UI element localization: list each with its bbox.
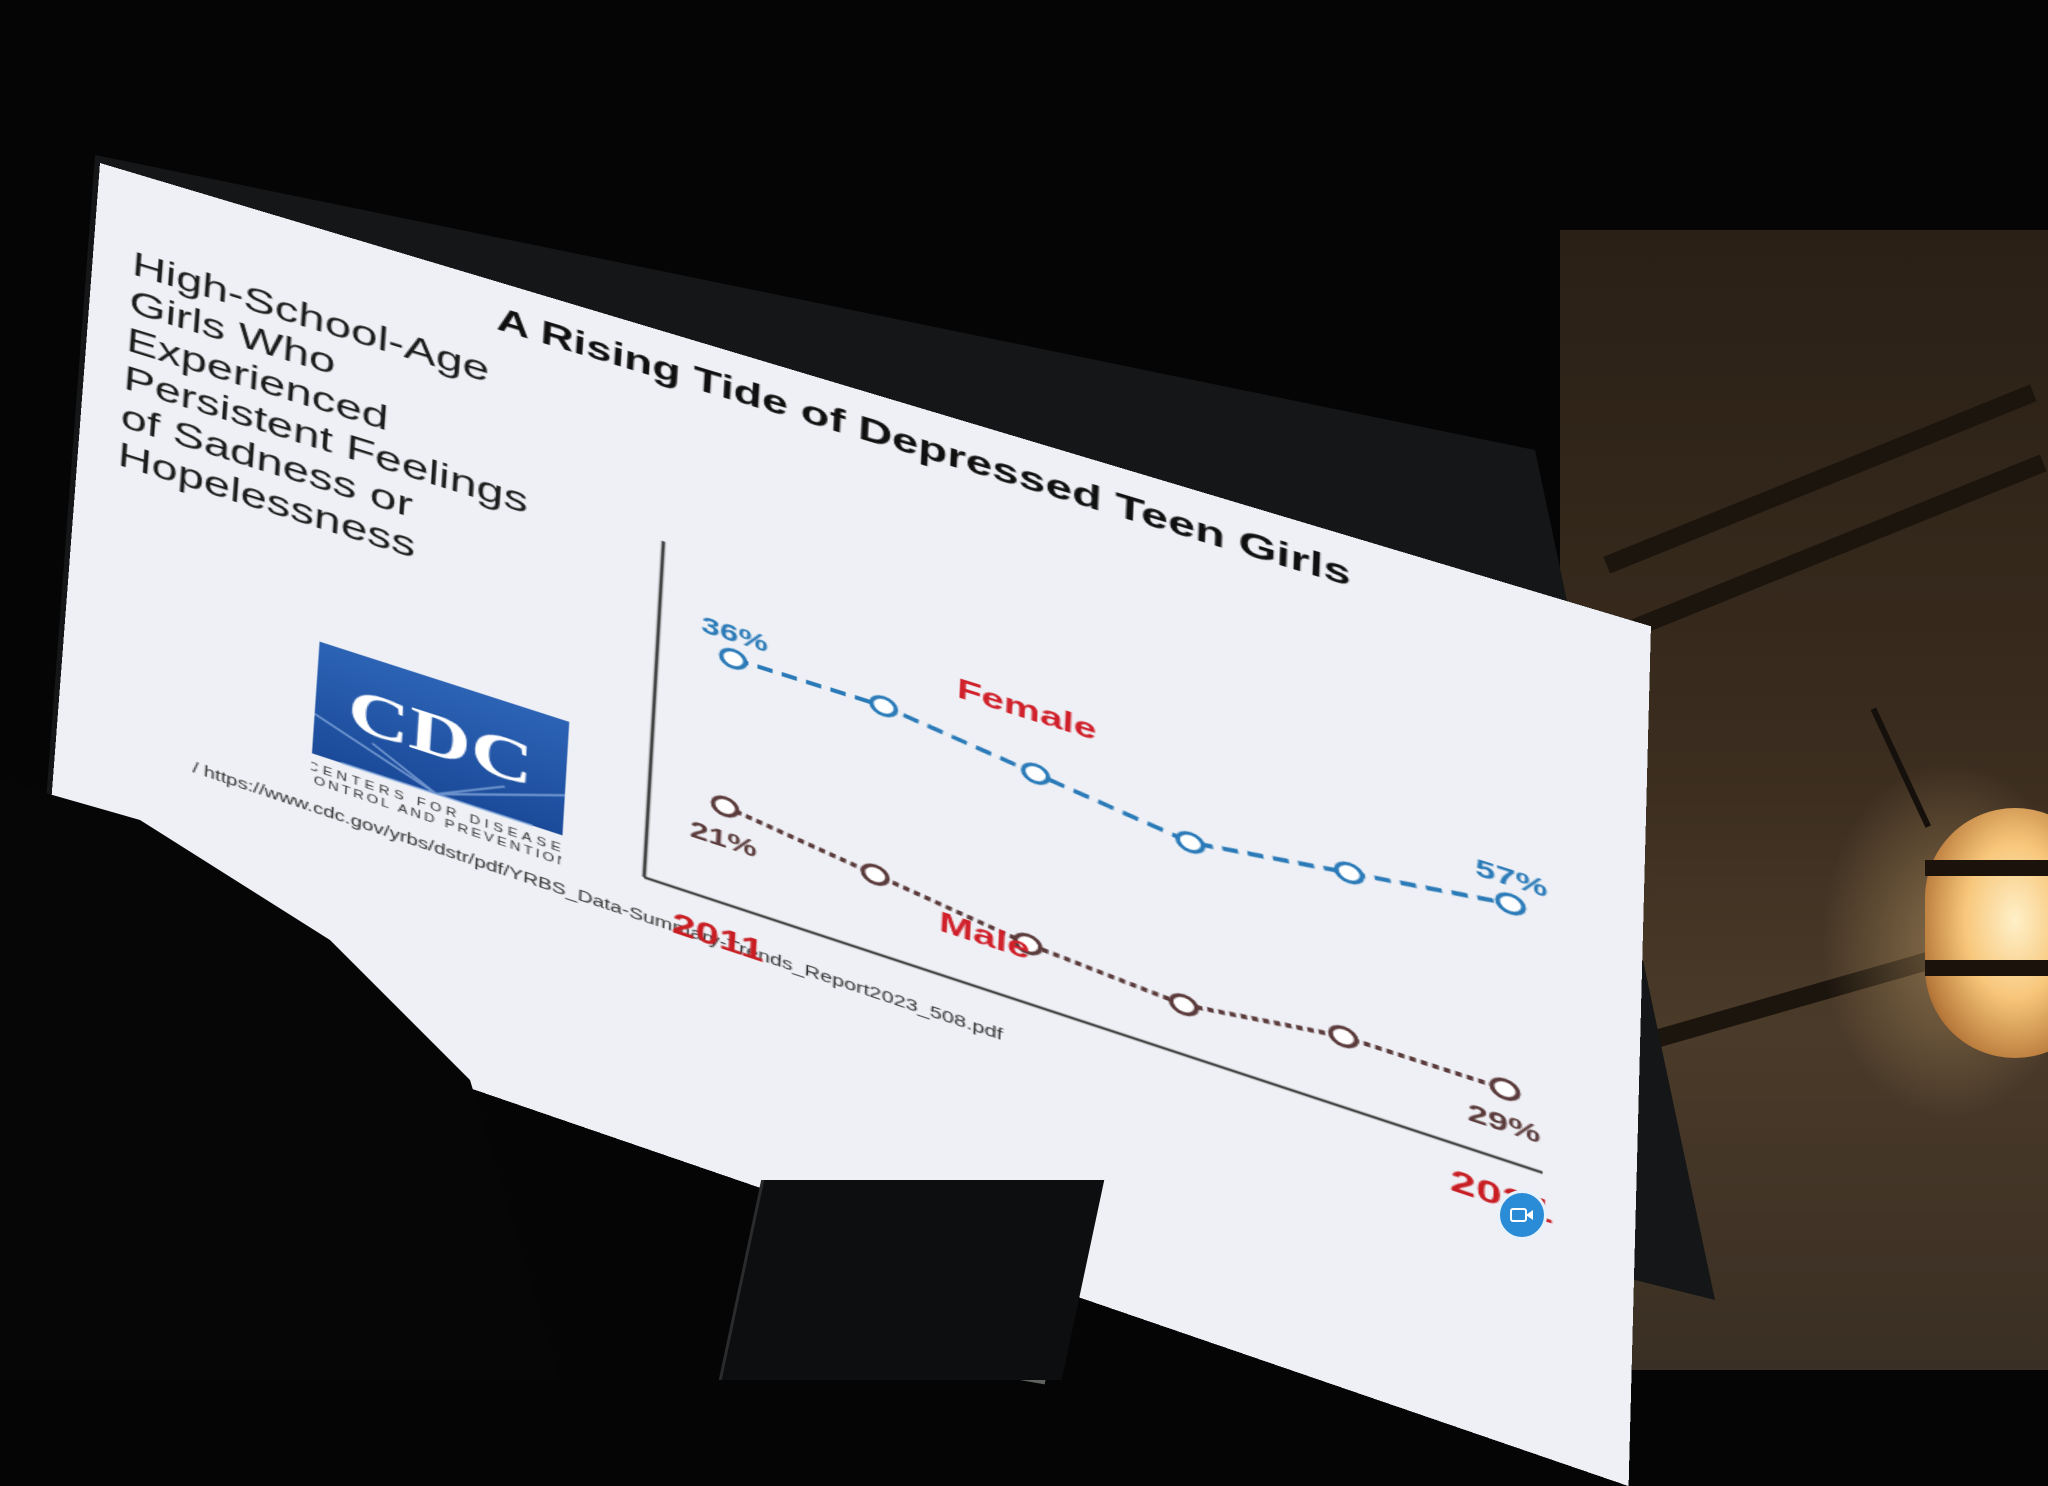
ceiling-lamp (1925, 808, 2048, 1058)
series-line-female (731, 659, 1510, 944)
data-point (1497, 891, 1524, 917)
start-value-label: 21% (689, 815, 757, 863)
data-point (1492, 1076, 1519, 1102)
data-point (713, 794, 738, 819)
data-point (721, 647, 746, 671)
data-point (1171, 992, 1197, 1018)
x-axis (644, 877, 1542, 1172)
foreground-easel (719, 1180, 1105, 1380)
series-name-label: Male (939, 905, 1031, 966)
data-point (862, 862, 888, 887)
lamp-band (1925, 960, 2048, 976)
data-point (1023, 761, 1049, 786)
data-point (1336, 860, 1362, 886)
y-axis (644, 541, 663, 877)
series-name-label: Female (956, 672, 1097, 747)
data-point (1330, 1024, 1357, 1050)
end-value-label: 29% (1467, 1097, 1540, 1149)
data-point (1177, 830, 1203, 855)
zoom-video-button[interactable] (1497, 1190, 1547, 1240)
lamp-band (1925, 860, 2048, 876)
series-line-male (722, 807, 1505, 1110)
x-start-label: 2011 (671, 906, 765, 969)
data-point (871, 694, 896, 719)
video-camera-icon (1510, 1206, 1534, 1224)
